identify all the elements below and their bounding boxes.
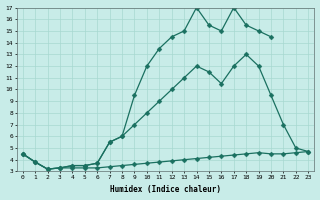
X-axis label: Humidex (Indice chaleur): Humidex (Indice chaleur) — [110, 185, 221, 194]
